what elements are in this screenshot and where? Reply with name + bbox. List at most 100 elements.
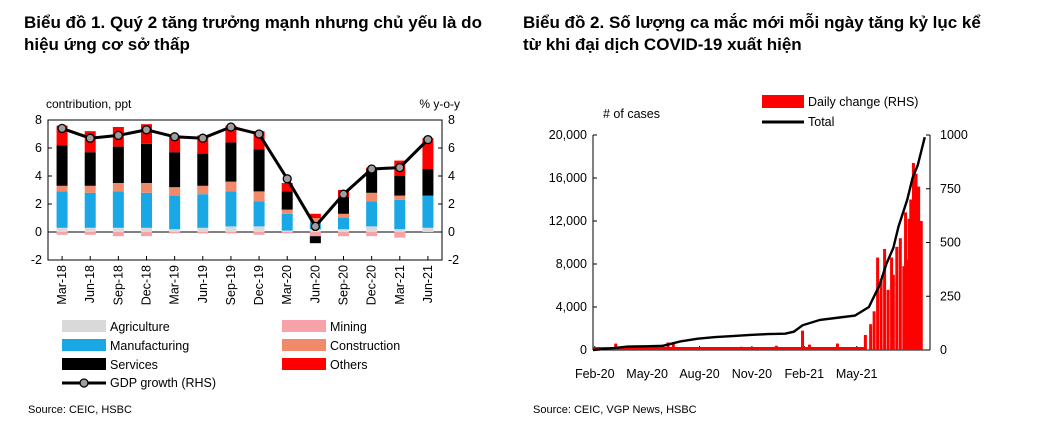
chart2-x-tick-label: Feb-20	[575, 367, 615, 381]
chart2-daily-bar	[661, 344, 665, 350]
chart1-title: Biểu đồ 1. Quý 2 tăng trưởng mạnh nhưng …	[24, 13, 482, 54]
chart1-legend-label: Manufacturing	[110, 339, 189, 353]
chart2-x-tick-label: Nov-20	[732, 367, 772, 381]
chart1-bar-services	[281, 191, 293, 210]
chart1-bar-mining	[84, 232, 96, 235]
chart1-legend-label: Construction	[330, 339, 400, 353]
chart1-bar-manufacturing	[141, 192, 152, 228]
chart1-bar-services	[394, 176, 406, 196]
chart2-daily-bar	[774, 345, 778, 350]
chart2-daily-bar	[872, 311, 876, 350]
chart1-bar-others	[169, 135, 181, 153]
chart2-right-tick-label: 0	[940, 343, 947, 357]
chart2-left-axis-label: # of cases	[603, 107, 660, 121]
chart1-right-tick-label: 2	[448, 197, 455, 211]
chart1-bar-construction	[281, 209, 293, 214]
chart1-bar-manufacturing	[56, 191, 68, 228]
chart2-daily-bar	[890, 257, 894, 350]
chart2-daily-bar	[919, 221, 923, 350]
chart2-daily-bar	[905, 259, 909, 350]
chart1-bar-manufacturing	[281, 213, 293, 231]
chart1-x-tick-label: Mar-18	[55, 265, 69, 305]
chart1-right-tick-label: 8	[448, 113, 455, 127]
chart1-bar-manufacturing	[422, 195, 434, 228]
chart2-right-tick-label: 500	[940, 236, 961, 250]
chart1-bar-manufacturing	[394, 199, 406, 230]
chart1-legend-label: Agriculture	[110, 320, 170, 334]
chart1-bar-manufacturing	[112, 191, 124, 228]
chart1-bar-construction	[141, 183, 152, 193]
chart1-gdp-point	[198, 133, 208, 143]
chart1-bar-agriculture	[56, 227, 68, 232]
chart1-right-tick-label: 6	[448, 141, 455, 155]
chart1-legend-swatch	[62, 320, 106, 332]
chart2-daily-bar	[808, 344, 812, 350]
chart1-bar-mining	[394, 232, 406, 238]
chart1-bar-agriculture	[281, 230, 293, 232]
chart2-title: Biểu đồ 2. Số lượng ca mắc mới mỗi ngày …	[523, 13, 981, 54]
chart2-x-tick-label: Aug-20	[679, 367, 719, 381]
chart1-bar-construction	[366, 192, 378, 202]
chart1-plot-frame	[47, 119, 443, 261]
chart2-daily-bar	[902, 266, 906, 350]
chart1-legend-swatch	[62, 358, 106, 370]
chart2-daily-bar	[801, 330, 805, 350]
chart2-daily-bar	[917, 186, 921, 350]
chart2-source: Source: CEIC, VGP News, HSBC	[533, 404, 697, 416]
chart1-gdp-point	[141, 125, 152, 135]
chart1-x-tick-label: Jun-20	[308, 265, 322, 303]
chart1-bar-services	[338, 197, 349, 214]
chart1-legend-marker	[79, 378, 89, 388]
chart1-bar-manufacturing	[84, 192, 96, 228]
chart1-bar-construction	[84, 185, 96, 193]
chart1-bar-services	[366, 169, 378, 193]
chart1-left-tick-label: -2	[31, 253, 42, 267]
chart1-right-tick-label: 4	[448, 169, 455, 183]
chart2-daily-bar	[907, 218, 911, 350]
chart2-daily-bar	[879, 279, 883, 350]
chart1-gdp-point	[57, 123, 67, 134]
chart1-bar-agriculture	[422, 227, 434, 232]
chart2-daily-bar	[671, 343, 675, 350]
chart2-daily-bar	[876, 257, 880, 350]
chart1-legend-swatch	[62, 339, 106, 351]
chart1-x-tick-label: Sep-19	[224, 265, 238, 305]
chart1-legend-label: Services	[110, 358, 158, 372]
chart1-bar-agriculture	[253, 226, 265, 232]
chart1-bar-others	[197, 135, 209, 154]
chart2-daily-bar	[666, 342, 670, 350]
chart1-bar-manufacturing	[169, 195, 181, 230]
chart1-bar-mining	[309, 232, 321, 237]
chart1-legend-swatch	[282, 339, 326, 351]
chart1-bar-agriculture	[197, 227, 209, 232]
chart1-bar-others	[225, 125, 237, 143]
chart1-x-tick-label: Sep-20	[337, 265, 351, 305]
chart1-bar-mining	[169, 232, 181, 234]
chart1-bar-services	[253, 149, 265, 192]
chart1-right-axis-label: % y-o-y	[419, 97, 460, 111]
chart1-right-tick-label: -2	[448, 253, 459, 267]
chart1-gdp-point	[366, 164, 377, 174]
chart1-bar-agriculture	[84, 227, 96, 232]
chart1-bar-agriculture	[338, 229, 349, 232]
chart1-bar-services	[112, 146, 124, 183]
chart2-daily-bar	[891, 274, 895, 350]
chart2-x-tick-label: May-20	[626, 367, 668, 381]
chart2-total-line	[592, 136, 926, 352]
chart1-bar-others	[422, 138, 434, 169]
chart1-x-tick-label: Sep-18	[111, 265, 125, 305]
chart1-bar-services	[309, 236, 321, 244]
chart2-daily-bar	[739, 346, 743, 350]
chart1-bar-construction	[197, 185, 209, 195]
chart2-x-tick-label: May-21	[836, 367, 878, 381]
chart1-x-tick-label: Mar-20	[280, 265, 294, 305]
chart2-daily-bar	[904, 212, 908, 350]
chart1-x-tick-label: Jun-21	[421, 265, 435, 303]
chart1-x-tick-label: Jun-18	[83, 265, 97, 303]
chart1-legend-label: GDP growth (RHS)	[110, 376, 216, 390]
chart1-bar-services	[422, 169, 434, 196]
chart1-x-tick-label: Mar-21	[393, 265, 407, 305]
chart2-left-tick-label: 12,000	[549, 214, 587, 228]
chart1-left-tick-label: 2	[35, 197, 42, 211]
chart1-bar-mining	[197, 232, 209, 234]
